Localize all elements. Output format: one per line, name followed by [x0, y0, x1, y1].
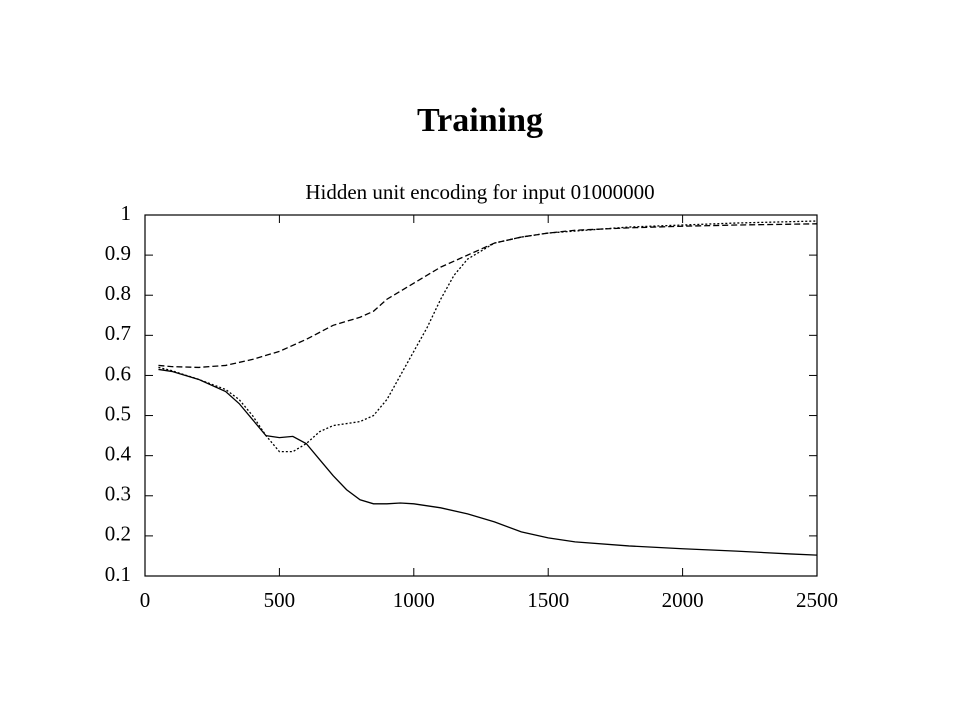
slide-title: Training	[417, 102, 543, 139]
y-tick-label: 0.3	[105, 482, 131, 506]
plot-frame	[144, 214, 818, 577]
x-tick-label: 2000	[662, 588, 704, 612]
y-tick-label: 0.7	[105, 321, 131, 345]
x-tick-label: 0	[140, 588, 151, 612]
y-tick-label: 0.8	[105, 281, 131, 305]
x-tick-label: 2500	[796, 588, 838, 612]
data-line	[158, 220, 818, 453]
y-tick-label: 0.2	[105, 522, 131, 546]
y-tick-label: 0.5	[105, 401, 131, 425]
y-tick-label: 0.9	[105, 241, 131, 265]
x-tick-label: 1000	[393, 588, 435, 612]
x-tick-label: 500	[264, 588, 296, 612]
data-line	[158, 368, 818, 556]
chart-title: Hidden unit encoding for input 01000000	[305, 180, 654, 204]
y-tick-label: 0.4	[105, 441, 132, 465]
data-line	[158, 223, 818, 369]
y-tick-label: 1	[121, 201, 132, 225]
x-tick-label: 1500	[527, 588, 569, 612]
y-tick-label: 0.1	[105, 562, 131, 586]
y-tick-label: 0.6	[105, 361, 131, 385]
